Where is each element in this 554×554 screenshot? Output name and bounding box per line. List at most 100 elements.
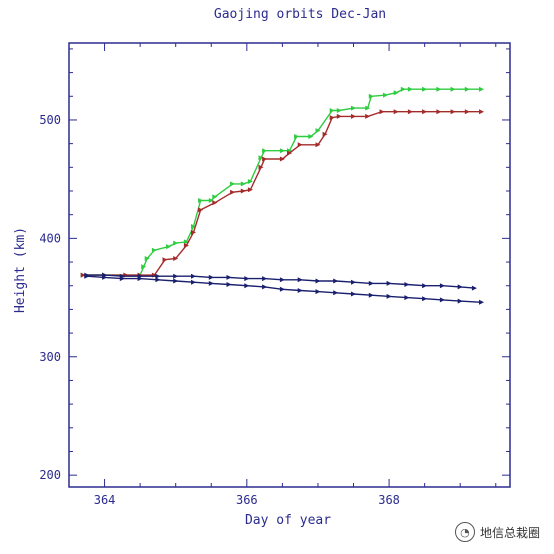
data-point — [247, 179, 253, 184]
data-point — [155, 277, 161, 283]
data-point — [119, 276, 125, 282]
data-point — [422, 109, 428, 115]
data-point — [183, 239, 189, 245]
data-point — [262, 276, 268, 282]
data-point — [457, 284, 463, 290]
watermark-text: 地信总栽圈 — [479, 525, 540, 540]
data-point — [368, 292, 374, 298]
data-point — [351, 291, 356, 297]
y-tick-label: 400 — [39, 231, 61, 245]
data-point — [436, 86, 442, 92]
data-point — [80, 272, 86, 278]
data-point — [439, 297, 445, 303]
x-tick-label: 364 — [94, 493, 116, 507]
data-point — [212, 200, 218, 206]
axis-ticks: 364 366 368 200 300 400 500 — [39, 43, 510, 507]
data-point — [230, 181, 236, 187]
data-point — [315, 289, 321, 295]
data-point — [365, 105, 371, 111]
data-point — [315, 278, 321, 284]
data-point — [173, 256, 179, 261]
data-point — [464, 109, 470, 115]
data-point — [226, 274, 232, 280]
data-point — [166, 244, 172, 250]
data-point — [383, 92, 388, 98]
data-point — [102, 274, 108, 280]
data-point — [333, 278, 339, 284]
data-point — [191, 273, 196, 279]
data-point — [191, 279, 196, 285]
wechat-icon: ◔ — [454, 522, 475, 542]
data-point — [336, 108, 342, 113]
data-point — [151, 247, 157, 253]
data-point — [329, 108, 335, 113]
data-point — [422, 86, 428, 92]
data-point — [436, 109, 442, 115]
data-point — [404, 282, 410, 287]
data-point — [262, 284, 268, 290]
data-point — [351, 105, 356, 111]
data-point — [365, 113, 371, 119]
data-point — [297, 142, 303, 148]
data-point — [191, 224, 196, 229]
data-point — [404, 295, 410, 301]
watermark: ◔ 地信总栽圈 — [454, 522, 540, 542]
x-axis-label: Day of year — [245, 513, 331, 528]
y-tick-label: 300 — [39, 350, 61, 364]
data-point — [173, 278, 179, 284]
data-point — [230, 189, 236, 195]
data-point — [144, 256, 150, 261]
data-point — [84, 273, 90, 279]
data-point — [471, 285, 477, 291]
series-group — [80, 86, 484, 305]
data-point — [308, 134, 314, 139]
data-point — [198, 198, 204, 203]
data-point — [439, 283, 445, 289]
data-point — [393, 109, 399, 115]
data-point — [386, 293, 392, 299]
data-point — [407, 109, 413, 115]
data-point — [191, 229, 196, 235]
y-tick-label: 500 — [39, 113, 61, 127]
data-point — [240, 181, 246, 187]
data-point — [294, 134, 300, 139]
data-point — [329, 115, 335, 121]
data-point — [464, 86, 470, 92]
data-point — [244, 276, 250, 282]
data-point — [240, 188, 246, 194]
data-point — [315, 142, 321, 148]
y-tick-label: 200 — [39, 468, 61, 482]
data-point — [379, 109, 385, 115]
data-point — [173, 240, 179, 246]
data-point — [479, 109, 484, 115]
x-tick-label: 366 — [236, 493, 258, 507]
data-point — [198, 207, 204, 213]
series-0 — [80, 86, 484, 278]
data-point — [479, 86, 484, 92]
data-point — [351, 113, 356, 119]
data-point — [322, 131, 328, 137]
data-point — [457, 298, 463, 304]
series-line-0 — [83, 88, 482, 276]
data-point — [258, 155, 264, 161]
data-point — [333, 290, 339, 296]
data-point — [155, 273, 161, 279]
chart-title: Gaojing orbits Dec-Jan — [214, 7, 386, 22]
data-point — [351, 279, 356, 285]
data-point — [368, 93, 374, 99]
data-point — [137, 276, 143, 282]
data-point — [262, 148, 268, 154]
data-point — [422, 283, 428, 289]
data-point — [212, 194, 218, 200]
data-point — [407, 86, 413, 92]
data-point — [173, 273, 179, 279]
data-point — [208, 274, 214, 280]
data-point — [297, 288, 303, 293]
data-point — [315, 128, 321, 134]
data-point — [226, 282, 232, 287]
data-point — [400, 86, 406, 92]
plot-frame — [68, 42, 511, 488]
data-point — [450, 86, 456, 92]
data-point — [287, 150, 292, 156]
